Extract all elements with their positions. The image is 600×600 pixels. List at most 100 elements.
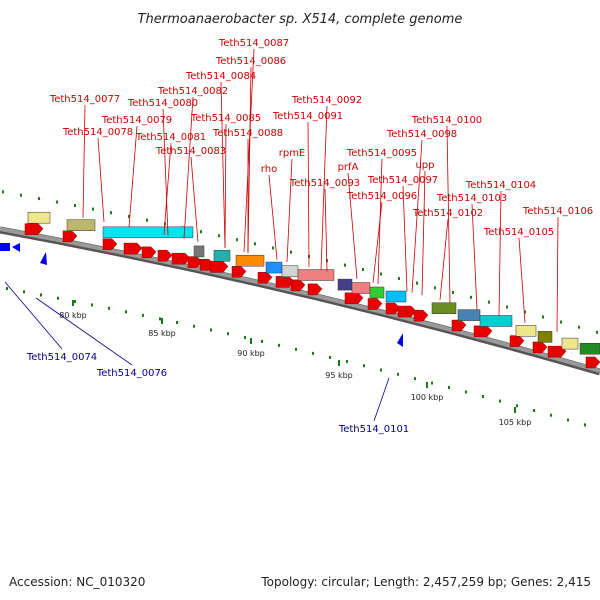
gene-label: Teth514_0093: [289, 178, 360, 189]
gene-label: Teth514_0087: [218, 38, 289, 49]
gene-label: Teth514_0088: [212, 128, 283, 139]
scale-tick-dot: [210, 328, 212, 332]
scale-tick-dot: [295, 347, 297, 351]
label-leader-line: [190, 156, 199, 242]
gene-label: Teth514_0101: [338, 424, 409, 435]
gene-label: Teth514_0102: [412, 208, 483, 219]
scale-tick-dot: [452, 291, 454, 295]
gene-block: [515, 325, 537, 337]
forward-gene-arrow: [585, 356, 600, 369]
scale-label: 90 kbp: [237, 349, 265, 358]
label-leader-line: [128, 125, 138, 228]
scale-tick-dot: [434, 286, 436, 290]
scale-tick-dot: [128, 214, 130, 218]
forward-gene-arrow: [231, 266, 247, 278]
scale-tick-dot: [290, 250, 292, 254]
scale-tick-dot: [346, 360, 348, 364]
gene-label: Teth514_0084: [185, 71, 256, 82]
label-leader-line: [183, 96, 194, 239]
scale-tick-dot: [91, 303, 93, 307]
scale-tick-dot: [6, 287, 8, 291]
forward-gene-arrow: [451, 319, 467, 332]
label-leader-line: [446, 125, 451, 303]
gene-block: [385, 290, 407, 303]
gene-label: prfA: [338, 162, 359, 173]
scale-label: 85 kbp: [148, 329, 176, 338]
scale-tick-dot: [200, 230, 202, 234]
label-leader-line: [421, 170, 426, 296]
scale-tick-dot: [344, 263, 346, 267]
label-lines: [4, 48, 559, 422]
label-leader-line: [163, 142, 172, 235]
scale-tick-dot: [261, 339, 263, 343]
scale-tick-dot: [2, 190, 4, 194]
label-leader-line: [4, 281, 63, 350]
label-leader-line: [247, 66, 252, 253]
gene-block: [431, 302, 457, 315]
scale-tick-dot: [254, 242, 256, 246]
reverse-gene-arrow: [12, 243, 20, 252]
scale-tick-dot: [488, 300, 490, 304]
forward-gene-arrow: [24, 223, 44, 235]
forward-gene-arrow: [102, 238, 118, 251]
scale-tick-dot: [431, 381, 433, 385]
scale-tick-dot: [578, 325, 580, 329]
forward-gene-arrow: [547, 345, 567, 358]
forward-gene-arrow: [157, 249, 173, 262]
label-leader-line: [224, 123, 227, 248]
gene-block: [351, 282, 371, 294]
scale-tick-dot: [125, 310, 127, 314]
gene-label: Teth514_0097: [367, 175, 438, 186]
gene-label: Teth514_0092: [291, 95, 362, 106]
forward-gene-arrow: [307, 283, 323, 296]
forward-gene-arrow: [62, 230, 78, 243]
label-leader-line: [268, 174, 278, 260]
reverse-gene-arrow: [0, 243, 10, 251]
forward-gene-arrow: [171, 252, 191, 265]
scale-tick-dot: [465, 390, 467, 394]
scale-tick-dot: [397, 372, 399, 376]
label-leader-line: [324, 188, 328, 272]
scale-tick-dot: [20, 193, 22, 197]
gene-block: [457, 309, 481, 321]
gene-label: Teth514_0080: [127, 98, 198, 109]
accession-text: Accession: NC_010320: [9, 575, 145, 589]
gene-track: [0, 211, 600, 369]
scale-tick-dot: [312, 351, 314, 355]
gene-label: Teth514_0086: [215, 56, 286, 67]
scale-tick-dot: [560, 320, 562, 324]
scale-tick-dot: [74, 204, 76, 208]
label-leader-line: [402, 185, 408, 292]
gene-label: Teth514_0082: [157, 86, 228, 97]
gene-block: [102, 226, 194, 239]
scale-tick-dot: [550, 413, 552, 417]
scale-tick-dot: [218, 234, 220, 238]
forward-gene-arrow: [413, 309, 429, 322]
scale-tick-dot: [567, 418, 569, 422]
scale-major-tick: [72, 300, 74, 306]
scale-tick-dot: [362, 268, 364, 272]
label-leader-line: [243, 48, 255, 253]
label-leader-line: [307, 121, 310, 268]
scale-tick-dot: [110, 211, 112, 215]
scale-tick-dot: [542, 315, 544, 319]
scale-tick-dot: [524, 310, 526, 314]
scale-tick-dot: [56, 200, 58, 204]
forward-gene-arrow: [209, 261, 229, 273]
label-leader-line: [556, 216, 559, 332]
forward-gene-arrow: [397, 305, 417, 318]
forward-gene-arrow: [123, 242, 143, 255]
scale-tick-dot: [272, 246, 274, 250]
scale-tick-dot: [448, 385, 450, 389]
scale-tick-dot: [38, 197, 40, 201]
scale-tick-dot: [159, 317, 161, 321]
scale-label: 100 kbp: [411, 393, 444, 402]
scale-tick-dot: [244, 336, 246, 340]
gene-block: [235, 254, 265, 267]
scale-tick-dot: [470, 295, 472, 299]
gene-label: Teth514_0076: [96, 368, 167, 379]
gene-label: Teth514_0096: [346, 191, 417, 202]
scale-tick-dot: [108, 306, 110, 310]
gene-label: Teth514_0079: [101, 115, 172, 126]
scale-tick-dot: [74, 300, 76, 304]
